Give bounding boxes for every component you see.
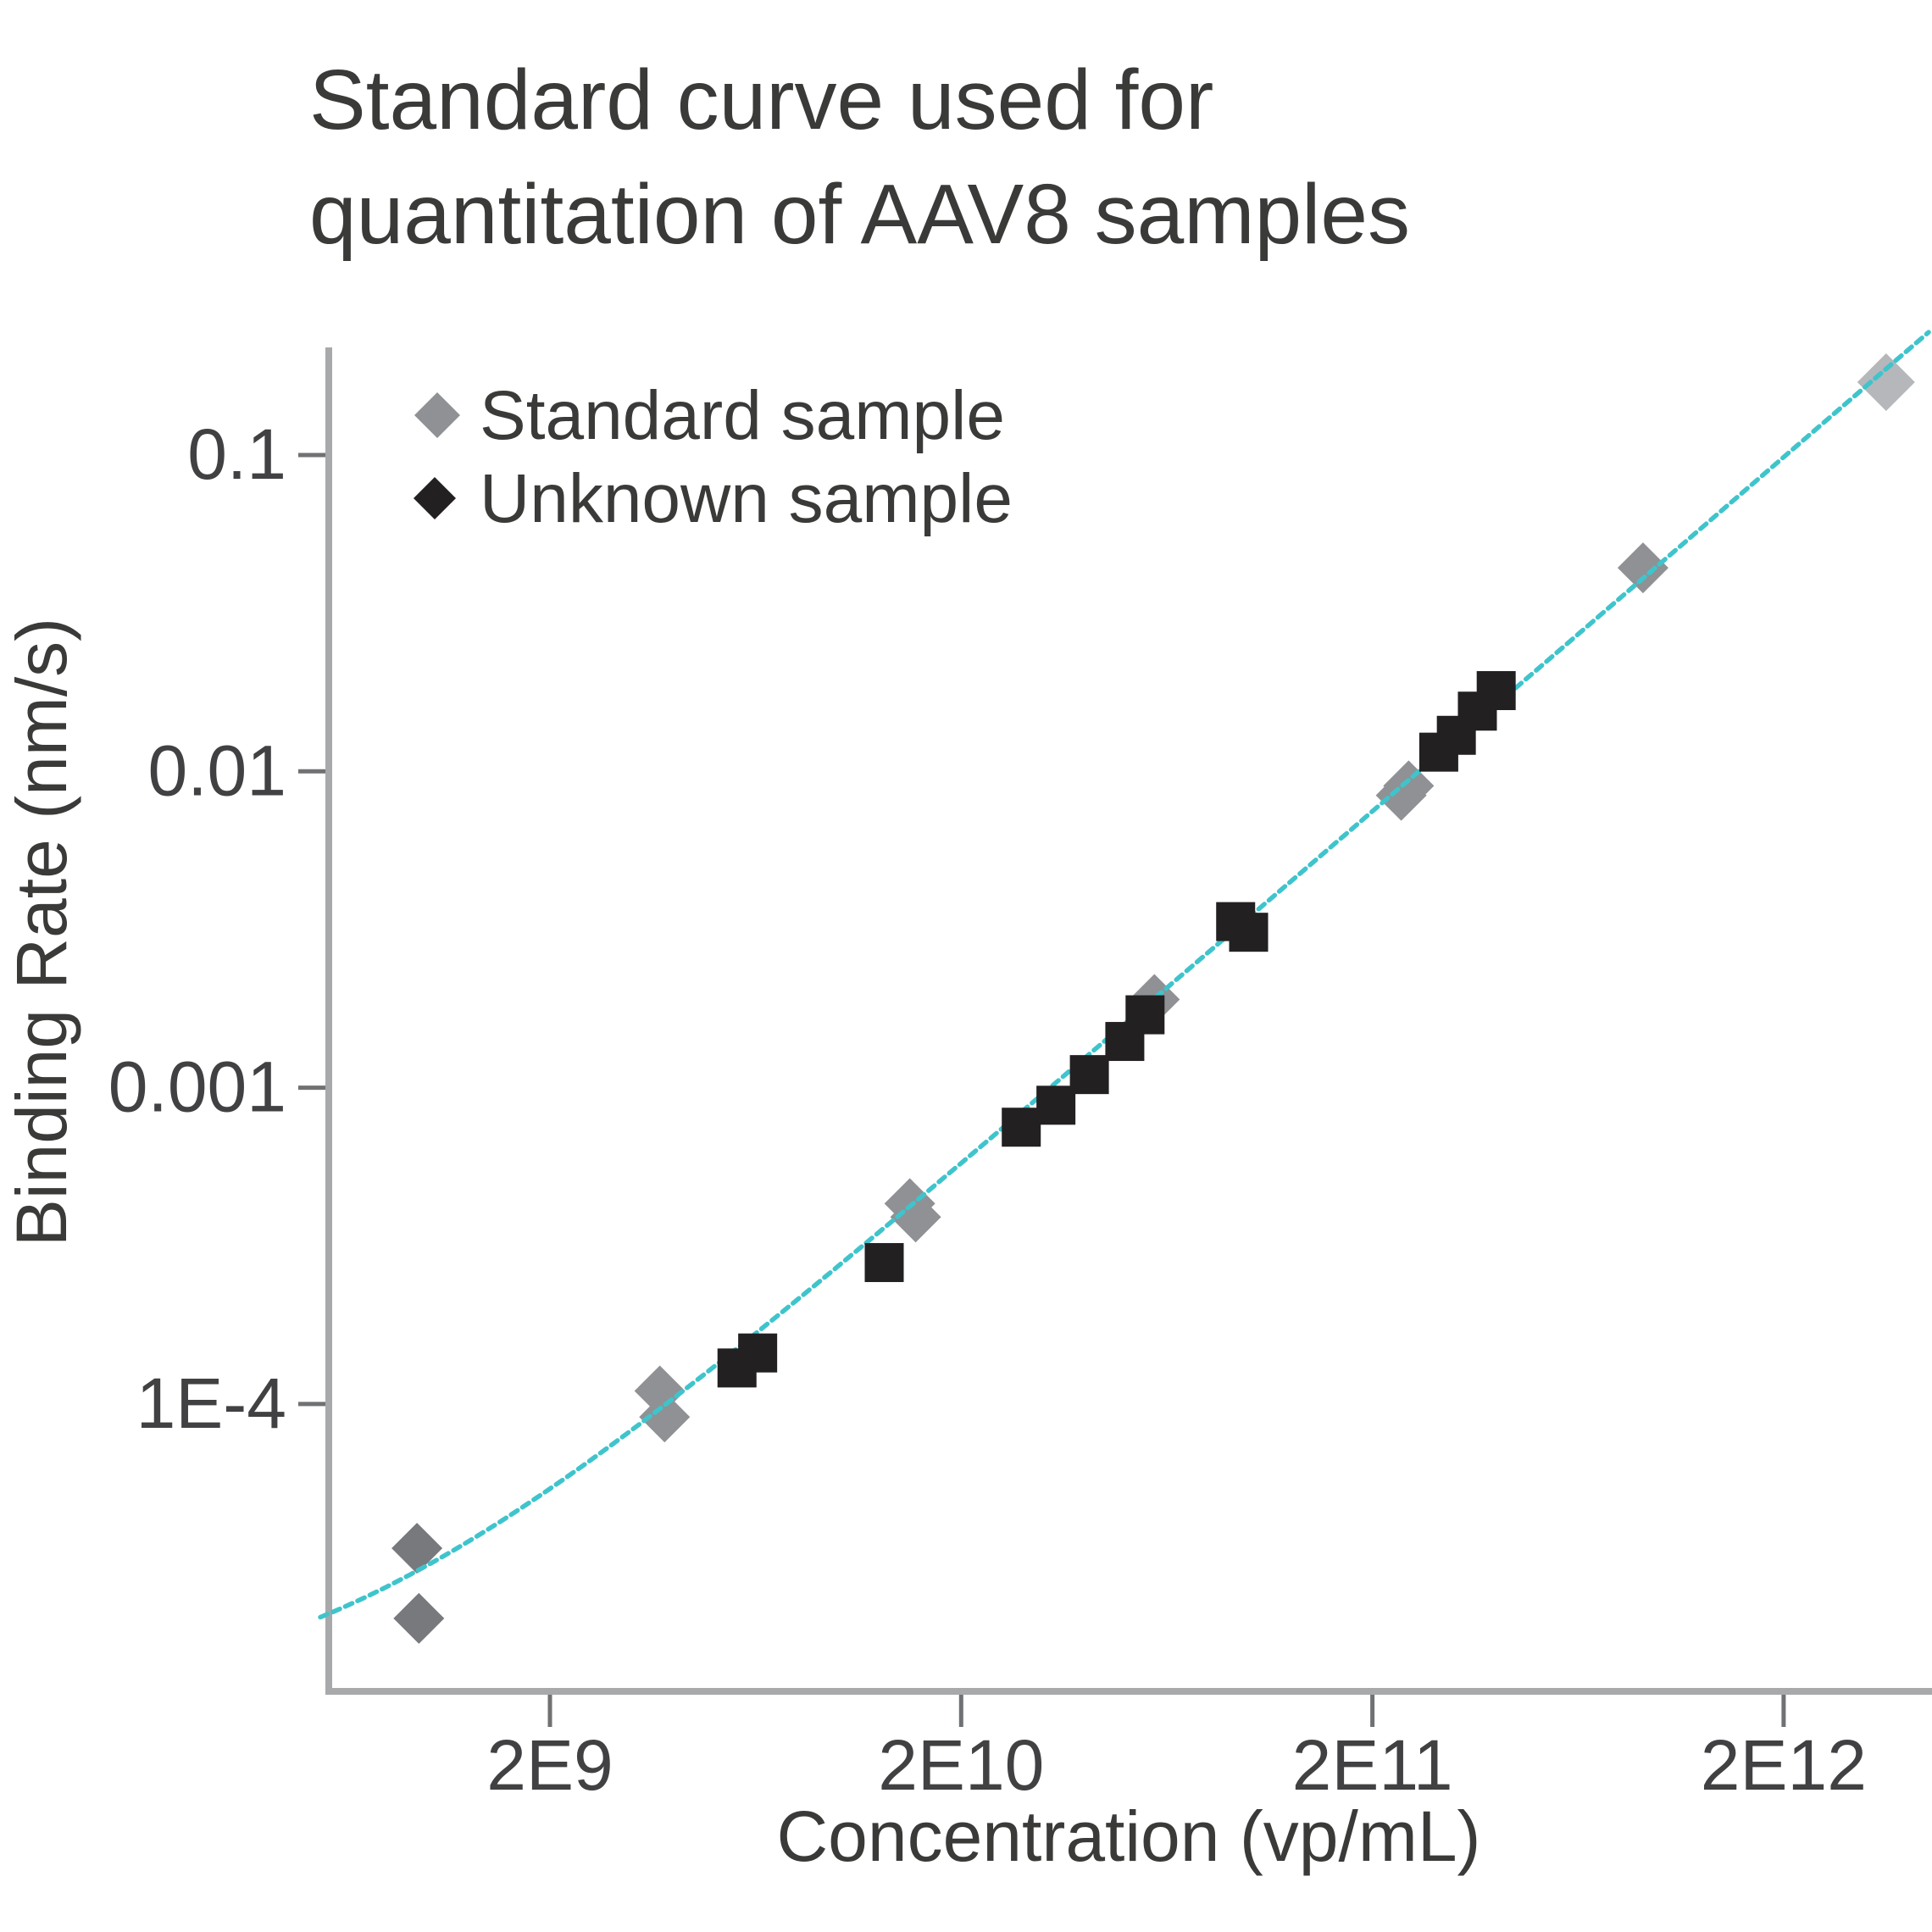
y-tick-label: 1E-4 [136, 1363, 286, 1443]
standard-point [393, 1592, 445, 1644]
chart-title-line1: Standard curve used for [309, 53, 1213, 147]
unknown-point [1036, 1085, 1076, 1125]
standard-point [391, 1523, 443, 1574]
legend-unknown-diamond-icon [414, 477, 456, 519]
chart-title-line2: quantitation of AAV8 samples [309, 167, 1410, 262]
x-axis-title: Concentration (vp/mL) [776, 1796, 1480, 1876]
unknown-point [738, 1333, 778, 1373]
unknown-point [1002, 1108, 1041, 1147]
legend-standard-diamond-icon [414, 392, 460, 438]
legend: Standard sample Unknown sample [414, 377, 1013, 537]
y-tick-label: 0.001 [108, 1047, 286, 1127]
standard-sample-points [391, 353, 1915, 1644]
y-tick-label: 0.01 [148, 730, 287, 810]
standard-point [1617, 542, 1668, 594]
legend-standard-label: Standard sample [480, 377, 1005, 454]
unknown-point [1069, 1055, 1109, 1095]
y-axis-ticks: 0.1 0.01 0.001 1E-4 [108, 414, 325, 1443]
x-axis-ticks: 2E9 2E10 2E11 2E12 [486, 1695, 1867, 1805]
unknown-point [1476, 671, 1516, 711]
standard-point [890, 1191, 941, 1243]
x-tick-label: 2E10 [878, 1725, 1044, 1805]
unknown-point [1229, 913, 1269, 952]
x-tick-label: 2E12 [1701, 1725, 1867, 1805]
standard-point [639, 1391, 691, 1443]
unknown-point [1125, 995, 1165, 1035]
y-axis-title: Binding Rate (nm/s) [2, 618, 81, 1246]
legend-unknown-label: Unknown sample [480, 460, 1013, 537]
standard-point [1383, 760, 1435, 812]
x-tick-label: 2E11 [1292, 1725, 1453, 1805]
unknown-point [864, 1242, 904, 1282]
axes-frame [325, 347, 1932, 1695]
x-tick-label: 2E9 [486, 1725, 613, 1805]
unknown-sample-points [717, 671, 1516, 1388]
y-tick-label: 0.1 [187, 414, 286, 494]
standard-point [1857, 353, 1915, 411]
